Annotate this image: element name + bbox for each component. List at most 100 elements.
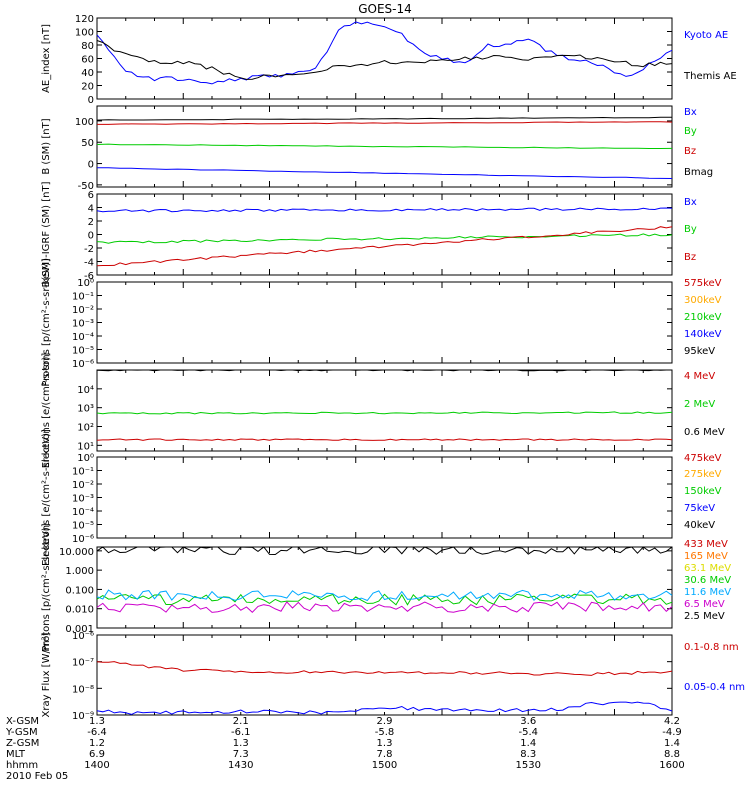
panel-1: 0 20 40 60 80 100 120 AE_index [nT] Kyoto AE Them… [41,14,737,106]
ephemeris-value: 3.6 [520,716,536,727]
ephemeris-value: 1400 [84,760,109,771]
y-axis-label: Electrons [e/(cm²-s-sr-keV)] [41,429,52,566]
ephemeris-value: 8.3 [520,749,536,760]
y-tick-label: 10⁻⁴ [72,507,94,518]
y-tick-label: 6 [88,190,94,201]
legend-entry: 40keV [684,520,715,531]
ephemeris-value: -5.8 [375,727,395,738]
legend-entry: 475keV [684,453,722,464]
ephemeris-value: 1500 [372,760,397,771]
legend-entry: 95keV [684,346,715,357]
y-tick-label: 10⁻² [72,480,94,491]
ephemeris-value: 1600 [659,760,684,771]
legend-entry: 6.5 MeV [684,599,725,610]
panel-8: 10⁻⁹ 10⁻⁸ 10⁻⁷ 10⁻⁶ Xray Flux [W/m²] 0.1-0.8 … [41,631,745,722]
legend-entry: 75keV [684,503,715,514]
ephemeris-value: 2.9 [377,716,393,727]
legend-entry: Bz [684,146,696,157]
legend-entry: 150keV [684,486,722,497]
y-tick-label: 10⁻⁹ [72,711,94,722]
legend-entry: 0.6 MeV [684,427,725,438]
y-tick-label: 80 [81,41,94,52]
series-line [96,546,673,556]
legend-entry: Bz [684,252,696,263]
legend-entry: Bx [684,107,697,118]
legend-entry: 575keV [684,278,722,289]
y-tick-label: 100 [75,28,94,39]
y-tick-label: 0 [88,95,94,106]
ephemeris-value: 1.3 [377,738,393,749]
y-tick-label: 10.000 [59,547,94,558]
legend-entry: 0.05-0.4 nm [684,682,745,693]
ephemeris-value: 6.9 [89,749,105,760]
y-tick-label: 20 [81,82,94,93]
y-tick-label: 10⁻⁵ [72,346,94,357]
y-axis-label: AE_index [nT] [41,24,52,93]
series-line [96,40,673,80]
panel-3: -6 -4 -2 0 2 4 6 B(SM)-IGRF (SM) [nT] Bx By Bz [41,181,697,287]
y-tick-label: 10⁻⁶ [72,631,94,642]
series-line [96,589,673,602]
legend-entry: Themis AE [683,71,737,82]
ephemeris-value: 1430 [228,760,253,771]
y-axis-label: B(SM)-IGRF (SM) [nT] [41,181,52,287]
series-line [96,116,673,121]
panel-5: 10¹ 10² 10³ 10⁴ Electrons [e/(cm²-s-sr)] 4 Me… [41,353,725,469]
series-line [96,661,673,676]
y-tick-label: 10⁴ [77,385,94,396]
y-tick-label: 10⁰ [77,278,94,289]
y-tick-label: 10⁻¹ [72,467,94,478]
series-line [96,411,673,415]
y-tick-label: 10⁻⁸ [72,684,94,695]
series-line [96,701,673,715]
ephemeris-value: 1.3 [233,738,249,749]
series-line [96,207,673,213]
y-tick-label: 10⁰ [77,453,94,464]
legend-entry: 140keV [684,329,722,340]
ephemeris-value: 1530 [516,760,541,771]
y-tick-label: 10⁻⁵ [72,521,94,532]
ephemeris-value: 8.8 [664,749,680,760]
ephemeris-value: -4.9 [662,727,682,738]
series-line [96,21,673,85]
panel-6: 10⁻⁶ 10⁻⁵ 10⁻⁴ 10⁻³ 10⁻² 10⁻¹ 10⁰ Electrons [e/… [41,429,722,566]
ephemeris-value: -5.4 [518,727,538,738]
y-tick-label: 2 [88,217,94,228]
legend-entry: Kyoto AE [684,30,728,41]
y-tick-label: 4 [88,204,94,215]
y-tick-label: 0.010 [65,605,94,616]
legend-entry: By [684,224,697,235]
legend-entry: 0.1-0.8 nm [684,642,739,653]
panel-frame [96,456,673,539]
legend-entry: 165 MeV [684,551,728,562]
y-tick-label: 10¹ [77,441,94,452]
y-tick-label: 0.001 [65,624,94,635]
y-axis-label: Electrons [e/(cm²-s-sr)] [41,353,52,469]
legend-entry: 30.6 MeV [684,575,731,586]
y-axis-label: Xray Flux [W/m²] [41,632,52,717]
y-tick-label: 40 [81,68,94,79]
ephemeris-value: 1.4 [664,738,680,749]
legend-entry: 63.1 MeV [684,563,731,574]
y-axis-label: Protons [p/(cm²-s-sr-keV)] [41,258,52,386]
series-line [97,121,673,125]
legend-entry: 210keV [684,312,722,323]
y-tick-label: 10² [77,423,94,434]
y-tick-label: -4 [84,258,94,269]
y-tick-label: 60 [81,55,94,66]
series-line [96,438,673,441]
series-line [96,226,673,267]
series-line [96,233,673,244]
y-tick-label: 0 [88,160,94,171]
series-line [96,143,673,149]
legend-entry: 300keV [684,295,722,306]
ephemeris-value: -6.1 [231,727,251,738]
y-tick-label: 10⁻⁷ [72,658,94,669]
legend-entry: 2 MeV [684,399,715,410]
panel-7: 0.001 0.010 0.100 1.000 10.000 Protons [p/(cm… [41,523,731,651]
y-tick-label: -2 [84,244,94,255]
ephemeris-value: 7.3 [233,749,249,760]
ephemeris-value: 1.4 [520,738,536,749]
ephemeris-value: 2.1 [233,716,249,727]
